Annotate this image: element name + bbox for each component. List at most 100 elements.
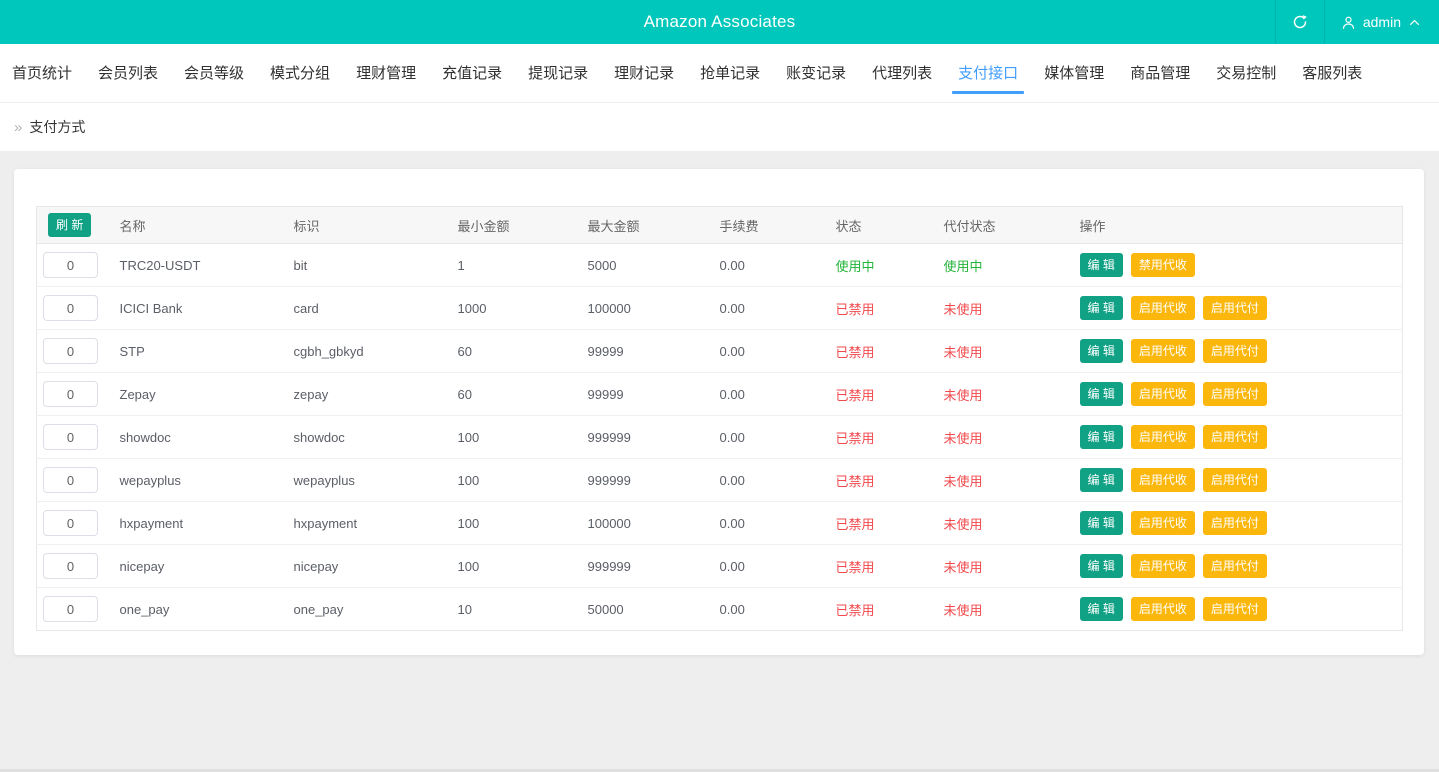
edit-button[interactable]: 编 辑 [1079,554,1123,578]
sort-input[interactable] [43,295,98,321]
enable-collect-button[interactable]: 启用代收 [1130,468,1195,492]
nav-item-5[interactable]: 充值记录 [442,64,503,82]
table-row: nicepay nicepay 100 999999 0.00 已禁用 未使用 … [36,545,1403,588]
column-header-3: 最大金额 [578,206,711,244]
name-cell: hxpayment [119,515,184,531]
max-amount-cell: 50000 [587,601,624,617]
table-head-row: 刷 新 名称 标识 最小金额 最大金额 手续费 状态 代付状态 操作 [36,206,1403,244]
enable-collect-button[interactable]: 启用代收 [1130,339,1195,363]
status-cell: 使用中 [835,258,875,274]
max-amount-cell: 999999 [587,558,631,574]
status-cell: 已禁用 [835,344,875,360]
enable-payout-button[interactable]: 启用代付 [1202,339,1267,363]
nav-item-1[interactable]: 会员列表 [98,64,159,82]
max-amount-cell: 99999 [587,386,624,402]
payout-status-cell: 未使用 [943,602,983,618]
nav-item-14[interactable]: 交易控制 [1216,64,1277,82]
edit-button[interactable]: 编 辑 [1079,597,1123,621]
sort-input[interactable] [43,596,98,622]
status-cell: 已禁用 [835,387,875,403]
nav-item-7[interactable]: 理财记录 [614,64,675,82]
actions-cell: 编 辑启用代收 启用代付 [1071,373,1403,416]
column-header-4: 手续费 [710,206,827,244]
user-menu[interactable]: admin [1323,0,1439,44]
sort-input[interactable] [43,338,98,364]
nav-item-0[interactable]: 首页统计 [12,64,73,82]
table-row: one_pay one_pay 10 50000 0.00 已禁用 未使用 编 … [37,588,1403,631]
name-cell: ICICI Bank [119,300,183,316]
edit-button[interactable]: 编 辑 [1079,425,1123,449]
username-label: admin [1362,14,1401,30]
name-cell: TRC20-USDT [119,257,201,273]
sort-input[interactable] [43,381,98,407]
nav-item-2[interactable]: 会员等级 [184,64,245,82]
enable-payout-button[interactable]: 启用代付 [1202,597,1267,621]
edit-button[interactable]: 编 辑 [1079,339,1123,363]
table-refresh-button[interactable]: 刷 新 [48,213,92,237]
edit-button[interactable]: 编 辑 [1079,511,1123,535]
min-amount-cell: 60 [457,386,472,402]
edit-button[interactable]: 编 辑 [1079,468,1123,492]
status-cell: 已禁用 [835,473,875,489]
code-cell: cgbh_gbkyd [293,343,364,359]
code-cell: hxpayment [293,515,358,531]
enable-collect-button[interactable]: 启用代收 [1130,296,1195,320]
nav-item-8[interactable]: 抢单记录 [700,64,761,82]
edit-button[interactable]: 编 辑 [1079,296,1123,320]
page-title: Amazon Associates [643,12,796,31]
status-cell: 已禁用 [835,430,875,446]
sort-input[interactable] [43,424,98,450]
breadcrumb: » 支付方式 [0,103,1439,151]
min-amount-cell: 1 [457,257,465,273]
payout-status-cell: 未使用 [943,301,983,317]
table-body: TRC20-USDT bit 1 5000 0.00 使用中 使用中 编 辑禁用… [36,244,1403,631]
sort-input[interactable] [43,467,98,493]
nav-item-11[interactable]: 支付接口 [952,43,1025,104]
enable-payout-button[interactable]: 启用代付 [1202,511,1267,535]
sort-input[interactable] [43,252,98,278]
max-amount-cell: 100000 [587,515,631,531]
name-cell: wepayplus [119,472,181,488]
code-cell: nicepay [293,558,339,574]
enable-payout-button[interactable]: 启用代付 [1202,425,1267,449]
nav-item-13[interactable]: 商品管理 [1130,64,1191,82]
payout-status-cell: 未使用 [943,387,983,403]
fee-cell: 0.00 [719,472,745,488]
enable-payout-button[interactable]: 启用代付 [1202,382,1267,406]
actions-cell: 编 辑启用代收 启用代付 [1071,459,1403,502]
sort-input[interactable] [43,553,98,579]
enable-collect-button[interactable]: 启用代收 [1130,382,1195,406]
nav-item-6[interactable]: 提现记录 [528,64,589,82]
min-amount-cell: 10 [457,601,472,617]
enable-payout-button[interactable]: 启用代付 [1202,468,1267,492]
nav-item-15[interactable]: 客服列表 [1302,64,1363,82]
enable-collect-button[interactable]: 启用代收 [1130,425,1195,449]
enable-collect-button[interactable]: 启用代收 [1130,597,1195,621]
nav-item-3[interactable]: 模式分组 [270,64,331,82]
actions-cell: 编 辑启用代收 启用代付 [1071,545,1403,588]
name-cell: one_pay [119,601,170,617]
nav-item-9[interactable]: 账变记录 [786,64,847,82]
nav-item-12[interactable]: 媒体管理 [1044,64,1105,82]
payout-status-cell: 未使用 [943,344,983,360]
table-row: ICICI Bank card 1000 100000 0.00 已禁用 未使用… [36,287,1403,330]
edit-button[interactable]: 编 辑 [1079,382,1123,406]
refresh-button[interactable] [1274,0,1324,44]
enable-payout-button[interactable]: 启用代付 [1202,554,1267,578]
edit-button[interactable]: 编 辑 [1079,253,1123,277]
fee-cell: 0.00 [719,343,745,359]
enable-collect-button[interactable]: 启用代收 [1130,554,1195,578]
code-cell: one_pay [293,601,344,617]
table-row: STP cgbh_gbkyd 60 99999 0.00 已禁用 未使用 编 辑… [36,330,1403,373]
nav-item-10[interactable]: 代理列表 [872,64,933,82]
status-cell: 已禁用 [835,516,875,532]
actions-cell: 编 辑启用代收 启用代付 [1071,588,1403,631]
enable-collect-button[interactable]: 启用代收 [1130,511,1195,535]
column-header-6: 代付状态 [934,206,1071,244]
enable-payout-button[interactable]: 启用代付 [1202,296,1267,320]
max-amount-cell: 5000 [587,257,617,273]
disable-collect-button[interactable]: 禁用代收 [1130,253,1195,277]
sort-input[interactable] [43,510,98,536]
nav-item-4[interactable]: 理财管理 [356,64,417,82]
